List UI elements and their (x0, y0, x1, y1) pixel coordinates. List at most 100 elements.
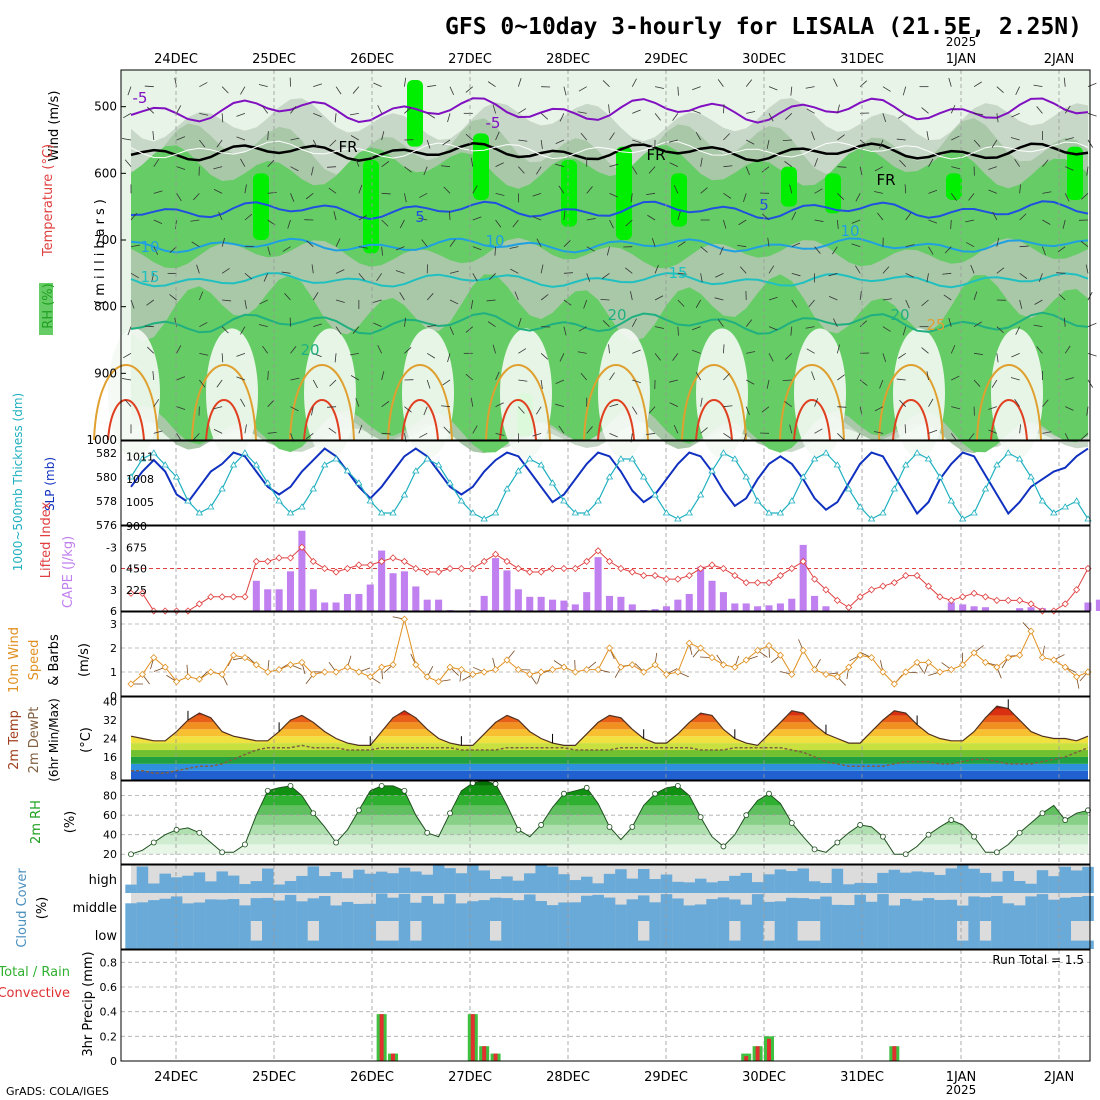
wind10m-point (685, 639, 693, 647)
wind-barb (199, 379, 206, 388)
wind10m-point (708, 654, 716, 662)
cape-bar (275, 589, 283, 611)
cloud-cell (216, 899, 228, 921)
wind-barb (236, 112, 246, 117)
wind-barb (921, 107, 929, 114)
wind-barb (1056, 272, 1066, 274)
wind-barb (782, 379, 792, 382)
date-label-bottom: 29DEC (644, 1070, 688, 1085)
thickness-point (674, 515, 682, 522)
cloud-cell (581, 921, 593, 949)
wind10m-point (731, 663, 739, 671)
cloud-cell (136, 921, 149, 949)
wind-barb (968, 433, 975, 441)
wind10m-point (822, 670, 830, 678)
rh-band (131, 795, 1088, 806)
cloud-cell (467, 865, 479, 893)
cloud-cell (512, 880, 525, 893)
temp-band (131, 743, 1088, 751)
cloud-cell (717, 921, 730, 949)
precip-panel: 0.8 0.6 0.4 0.2 0 (100, 949, 1091, 1068)
cloud-cell (1025, 883, 1037, 893)
wind-barb (358, 273, 365, 281)
wind10m-point (1016, 651, 1024, 659)
wind-barb (828, 295, 838, 301)
ylabel-2m-dewpt: 2m DewPt (27, 707, 42, 774)
cloud-cell (1002, 903, 1015, 921)
wind-barb (879, 379, 884, 389)
cape-lifted-index-panel: -3 0 3 6 900 675 450 225 (106, 520, 1100, 618)
thickness-point (480, 515, 488, 522)
lifted-index-point (389, 554, 397, 562)
thickness-point (446, 479, 454, 486)
wind-barb (630, 291, 633, 301)
wind-barb (404, 347, 412, 354)
slp-tick: 1008 (126, 473, 154, 486)
cloud-cell (239, 905, 251, 921)
rh-legend-swatch (39, 283, 53, 335)
cloud-cell (330, 921, 342, 949)
wind-barb (700, 157, 703, 167)
wind-barb (766, 379, 770, 389)
wind-barb (874, 406, 884, 412)
wind-barb (991, 139, 998, 148)
cloud-cell (444, 868, 456, 893)
rh-point (834, 839, 841, 846)
li-tick: 6 (110, 605, 117, 618)
wind-barb (944, 246, 952, 254)
wind-barb (791, 272, 801, 277)
date-label-top: 30DEC (742, 52, 786, 67)
wind-barb (654, 353, 661, 361)
wind-barb (677, 299, 685, 307)
wind-barb (609, 372, 615, 381)
lifted-index-point (378, 557, 386, 565)
cloud-cell (353, 869, 365, 893)
contour-30 (205, 399, 243, 441)
wind10m-point (343, 663, 352, 671)
wind-barb (1087, 112, 1097, 117)
wind-barb (427, 325, 437, 328)
wind-barb (240, 86, 246, 95)
wind-barb (169, 294, 177, 301)
precip-tick: 0.2 (100, 1030, 118, 1043)
wind-barb (646, 192, 656, 195)
wind-barb (144, 325, 154, 328)
wind-barb (896, 138, 906, 141)
wind-barb (381, 371, 385, 381)
wind-barb (874, 431, 884, 434)
wind10m-point (1027, 627, 1035, 635)
thickness-point (229, 461, 238, 468)
thickness-point (913, 449, 921, 456)
cloud-cell (569, 902, 582, 921)
lifted-index-point (754, 579, 762, 587)
wind-barb (334, 113, 337, 123)
ylabel-2m-rh: 2m RH (29, 800, 44, 844)
wind-barb (381, 401, 390, 407)
wind-barb (836, 344, 840, 354)
lifted-index-point (708, 561, 716, 569)
wind-barb (213, 166, 223, 170)
wind-barb (495, 162, 504, 168)
cape-bar (788, 598, 796, 611)
wind-barb (1081, 433, 1089, 440)
cloud-cell (489, 879, 502, 893)
cloud-cell (569, 880, 582, 893)
cloud-cell (877, 872, 889, 893)
wind-panel-frame (120, 611, 1091, 697)
lifted-index-point (207, 593, 215, 601)
wind-barb (745, 79, 753, 87)
cloud-cell (637, 940, 650, 949)
wind-barb (216, 139, 223, 148)
wind-barb (700, 246, 708, 253)
wind-barb (965, 242, 975, 248)
wind10m-point (309, 670, 317, 678)
rh-point (378, 782, 385, 789)
cloud-cell (262, 868, 274, 893)
wind-barb (1065, 377, 1074, 381)
cloud-cell (1048, 899, 1060, 921)
wind-barb (404, 77, 407, 87)
wind-barb (1038, 273, 1043, 282)
temp-tick: 8 (110, 769, 117, 782)
wind10m-point (993, 663, 1001, 671)
wind-barb (988, 189, 998, 194)
